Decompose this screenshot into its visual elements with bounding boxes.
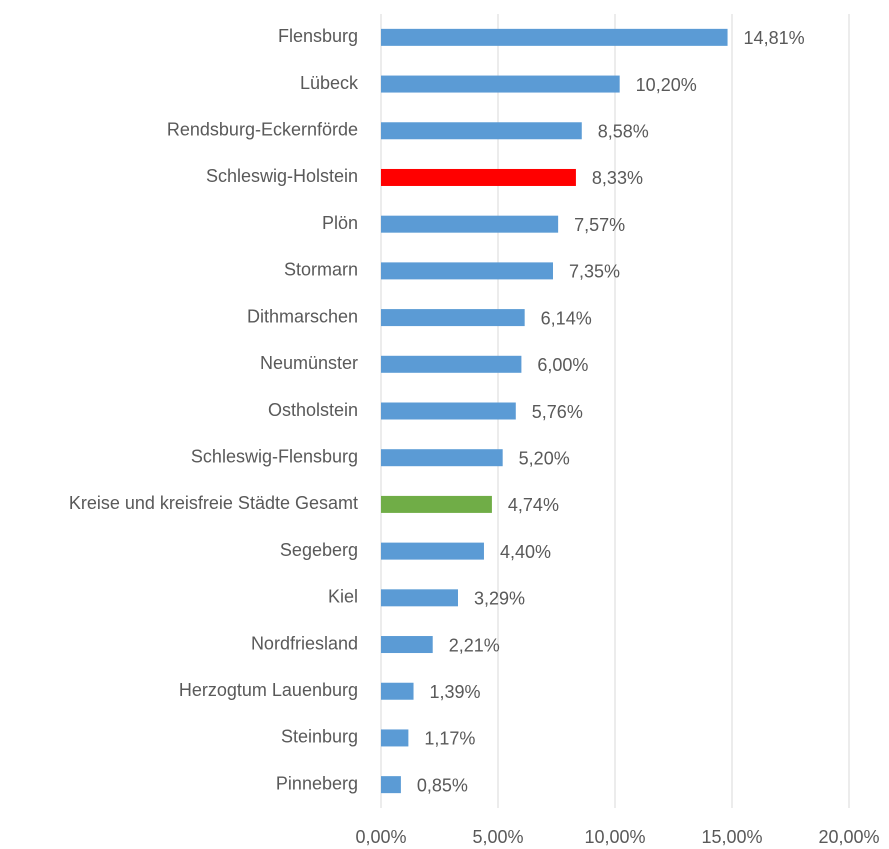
value-label: 14,81% — [744, 28, 805, 48]
category-label: Plön — [322, 213, 358, 233]
category-label: Kreise und kreisfreie Städte Gesamt — [69, 493, 358, 513]
category-label: Rendsburg-Eckernförde — [167, 120, 358, 140]
value-label: 1,17% — [424, 729, 475, 749]
value-label: 8,33% — [592, 168, 643, 188]
category-label: Flensburg — [278, 26, 358, 46]
bar — [381, 449, 503, 467]
x-tick-label: 15,00% — [701, 827, 762, 847]
value-label: 3,29% — [474, 589, 525, 609]
bar — [381, 402, 516, 420]
category-label: Steinburg — [281, 727, 358, 747]
value-label: 0,85% — [417, 775, 468, 795]
value-label: 2,21% — [449, 635, 500, 655]
bar — [381, 215, 559, 233]
x-tick-label: 5,00% — [472, 827, 523, 847]
bar — [381, 589, 458, 607]
value-label: 4,40% — [500, 542, 551, 562]
category-label: Ostholstein — [268, 400, 358, 420]
value-label: 5,76% — [532, 402, 583, 422]
bar — [381, 542, 484, 560]
value-label: 6,14% — [541, 308, 592, 328]
bar — [381, 495, 492, 513]
x-tick-label: 20,00% — [818, 827, 879, 847]
bar — [381, 776, 401, 794]
category-label: Stormarn — [284, 260, 358, 280]
x-tick-label: 0,00% — [355, 827, 406, 847]
x-tick-label: 10,00% — [584, 827, 645, 847]
category-label: Schleswig-Flensburg — [191, 446, 358, 466]
category-label: Dithmarschen — [247, 306, 358, 326]
category-label: Kiel — [328, 587, 358, 607]
value-label: 7,57% — [574, 215, 625, 235]
bar — [381, 682, 414, 700]
category-label: Neumünster — [260, 353, 358, 373]
value-label: 8,58% — [598, 122, 649, 142]
category-label: Lübeck — [300, 73, 359, 93]
category-label: Pinneberg — [276, 773, 358, 793]
bar — [381, 168, 576, 186]
bar — [381, 262, 553, 280]
bar — [381, 729, 409, 747]
category-label: Herzogtum Lauenburg — [179, 680, 358, 700]
bar — [381, 28, 728, 46]
value-label: 4,74% — [508, 495, 559, 515]
category-label: Nordfriesland — [251, 633, 358, 653]
value-label: 5,20% — [519, 448, 570, 468]
category-label: Schleswig-Holstein — [206, 166, 358, 186]
value-label: 10,20% — [636, 75, 697, 95]
bar — [381, 355, 522, 373]
value-label: 6,00% — [537, 355, 588, 375]
bar — [381, 636, 433, 654]
bar — [381, 122, 582, 140]
value-label: 1,39% — [430, 682, 481, 702]
bar — [381, 309, 525, 327]
value-label: 7,35% — [569, 262, 620, 282]
category-label: Segeberg — [280, 540, 358, 560]
bar — [381, 75, 620, 93]
